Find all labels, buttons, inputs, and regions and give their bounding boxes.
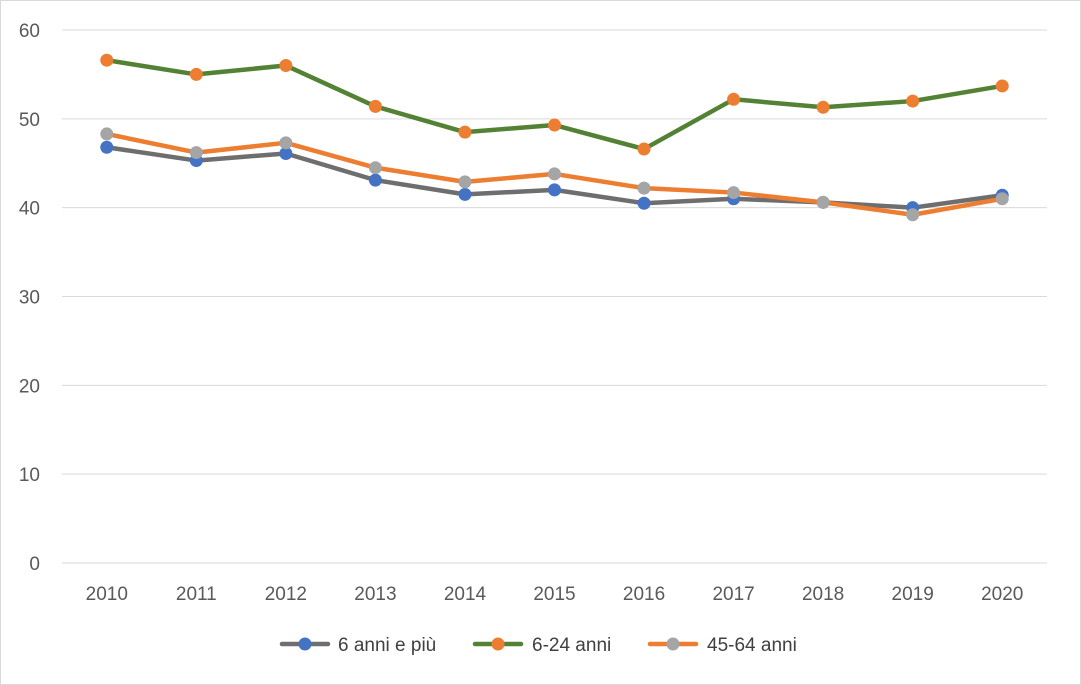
- data-point: [727, 186, 741, 200]
- legend-item-1: 6-24 anni: [472, 635, 611, 656]
- series-line: [104, 57, 1005, 152]
- data-point: [458, 175, 472, 189]
- data-point: [100, 127, 114, 141]
- x-tick-label: 2020: [981, 584, 1023, 605]
- data-point: [368, 99, 382, 113]
- data-point: [637, 181, 651, 195]
- x-tick-label: 2019: [892, 584, 934, 605]
- data-point: [816, 100, 830, 114]
- legend-label: 6 anni e più: [338, 635, 436, 656]
- gridlines: [62, 29, 1047, 564]
- x-tick-label: 2016: [623, 584, 665, 605]
- x-tick-label: 2018: [802, 584, 844, 605]
- data-point: [189, 67, 203, 81]
- legend-marker-swatch: [666, 637, 680, 651]
- y-tick-label: 50: [19, 110, 40, 131]
- x-tick-label: 2014: [444, 584, 487, 605]
- data-point: [906, 208, 920, 222]
- data-point: [100, 140, 114, 154]
- x-tick-label: 2017: [712, 584, 754, 605]
- data-point: [995, 192, 1009, 206]
- data-point: [368, 173, 382, 187]
- legend-item-0: 6 anni e più: [279, 635, 436, 656]
- y-tick-label: 10: [19, 465, 40, 486]
- data-point: [279, 136, 293, 150]
- x-tick-label: 2013: [354, 584, 396, 605]
- x-axis-tick-labels: 2010 2011 2012 2013 2014 2015 2016 2017 2018 2019…: [86, 584, 1024, 605]
- data-point: [368, 161, 382, 175]
- data-point: [637, 142, 651, 156]
- series-1: [100, 53, 1009, 156]
- x-tick-label: 2012: [265, 584, 307, 605]
- data-point: [637, 196, 651, 210]
- y-axis-tick-labels: 0 10 20 30 40 50 60: [19, 21, 40, 575]
- data-point: [548, 118, 561, 132]
- data-point: [995, 79, 1009, 93]
- data-point: [458, 187, 472, 201]
- data-point: [727, 92, 741, 106]
- legend: 6 anni e più 6-24 anni 45-64 anni: [279, 635, 797, 656]
- series-2: [100, 127, 1009, 222]
- y-tick-label: 20: [19, 376, 40, 397]
- y-tick-label: 30: [19, 288, 40, 309]
- data-point: [548, 183, 561, 197]
- data-point: [100, 53, 114, 67]
- y-tick-label: 0: [29, 554, 40, 575]
- legend-label: 6-24 anni: [532, 635, 611, 656]
- series-lines: [100, 53, 1009, 222]
- data-point: [458, 125, 472, 139]
- data-point: [279, 146, 293, 160]
- data-point: [816, 195, 830, 209]
- y-tick-label: 40: [19, 199, 40, 220]
- legend-marker-swatch: [298, 637, 312, 651]
- legend-marker-swatch: [491, 637, 505, 651]
- legend-label: 45-64 anni: [707, 635, 797, 656]
- y-tick-label: 60: [19, 21, 40, 42]
- legend-item-2: 45-64 anni: [647, 635, 797, 656]
- data-point: [279, 59, 293, 73]
- data-point: [906, 94, 920, 108]
- data-point: [548, 167, 561, 181]
- data-point: [189, 146, 203, 160]
- x-tick-label: 2011: [176, 584, 217, 605]
- x-tick-label: 2010: [86, 584, 128, 605]
- x-tick-label: 2015: [533, 584, 575, 605]
